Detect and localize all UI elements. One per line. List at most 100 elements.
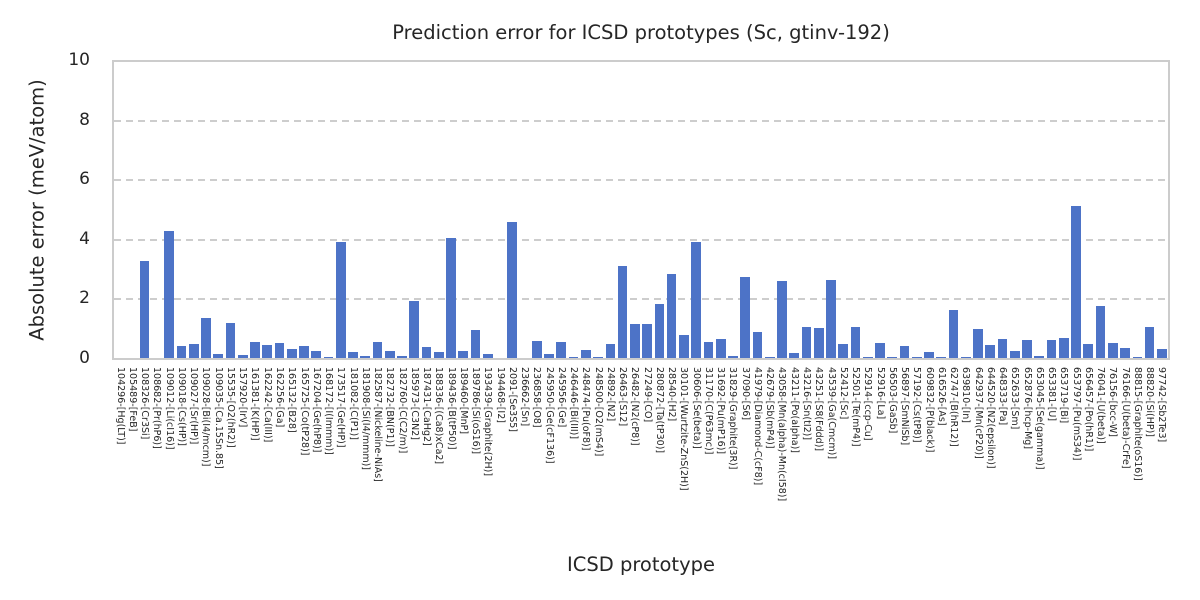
x-tick-label: 245950-[Ge(cF136)]: [543, 367, 555, 464]
bar: [1046, 340, 1057, 358]
x-tick-label: 168172-[I(Immm)]: [323, 367, 334, 455]
bar: [617, 265, 628, 358]
bar: [164, 230, 174, 358]
bar: [286, 348, 297, 358]
x-tick-label: 280872-[Ta(tP30)]: [653, 367, 665, 454]
x-tick-label: 189460-[MnP]: [457, 367, 469, 435]
x-tick-label: 62747-[B(hR12)]: [948, 367, 959, 447]
x-tick-label: 162256-[Ga]: [274, 367, 285, 428]
gridline-y2: [114, 298, 1168, 301]
x-tick-label: 182760-[C(C2/m)]: [396, 367, 408, 454]
x-tick-label: 43058-[Mn(alpha)-Mn(cI58)]: [776, 367, 788, 502]
bar: [397, 355, 407, 358]
x-tick-label: 26463-[S12]: [617, 367, 629, 427]
x-tick-label: 2091-[Se3S5]: [506, 367, 518, 433]
bar: [752, 332, 763, 358]
bar: [507, 221, 518, 358]
bar: [801, 327, 812, 358]
bar: [544, 353, 554, 358]
bar: [1034, 355, 1045, 358]
x-tick-label: 41979-[Diamond-C(cF8)]: [751, 367, 763, 486]
x-tick-label: 15535-[O2(hR2)]: [224, 367, 236, 448]
bar: [691, 241, 701, 358]
y-tick-label: 0: [79, 348, 90, 368]
x-tick-label: 182587-[Nickeline-NiAs]: [372, 367, 383, 482]
bar: [1132, 356, 1143, 358]
bar: [299, 346, 309, 358]
x-tick-label: 27249-[CO]: [641, 367, 653, 423]
x-tick-label: 236662-[Sn]: [519, 367, 531, 427]
bar: [838, 344, 849, 358]
bar: [764, 356, 775, 358]
x-tick-label: 109018-[Cs(HP)]: [175, 367, 187, 446]
x-tick-label: 236858-[O8]: [531, 367, 543, 428]
bar: [875, 342, 885, 358]
x-tick-label: 43539-[Ga(Cmcm)]: [825, 367, 837, 460]
bar: [1058, 337, 1069, 358]
bar: [139, 261, 150, 358]
bar: [531, 340, 542, 358]
bar: [924, 352, 934, 358]
bar: [188, 344, 199, 358]
x-tick-label: 248474-[Pu(oF8)]: [580, 367, 592, 451]
x-tick-label: 648333-[Pa]: [997, 367, 1008, 426]
bar: [593, 357, 603, 358]
plot-area: [112, 60, 1170, 360]
bar: [262, 345, 273, 358]
x-tick-label: 43251-[S8(Fddd)]: [813, 367, 825, 452]
bar: [1009, 350, 1020, 359]
x-tick-label: 189786-[Si(oS16)]: [470, 367, 481, 455]
bar: [213, 353, 224, 358]
x-tick-label: 189436-[B(tP50)]: [445, 367, 457, 450]
x-tick-label: 30101-[Wurtzite-ZnS(2H)]: [678, 367, 690, 491]
bar: [1095, 305, 1106, 358]
bar: [1107, 343, 1118, 358]
x-tick-label: 52916-[La]: [874, 367, 886, 420]
x-tick-label: 182732-[BN(P1)]: [384, 367, 396, 447]
bar: [446, 238, 456, 358]
x-tick-label: 188336-[(Ca8)xCa2]: [433, 367, 445, 465]
x-tick-label: 52412-[Sc]: [837, 367, 849, 420]
bar: [1071, 206, 1081, 358]
x-tick-label: 185973-[C3N2]: [408, 367, 420, 440]
bar: [1083, 344, 1094, 358]
bar: [274, 343, 285, 358]
gridline-y4: [114, 238, 1168, 241]
bar: [826, 279, 836, 358]
x-tick-label: 609832-[P(black)]: [923, 367, 935, 453]
x-tick-label: 162242-[Ca(III)]: [261, 367, 273, 443]
bar: [813, 327, 824, 358]
bar: [360, 355, 371, 358]
x-tick-label: 167204-[Ge(hP8)]: [310, 367, 322, 453]
x-tick-label: 642937-[Mn(cP20)]: [972, 367, 984, 459]
x-tick-label: 248500-[O2(mS4)]: [592, 367, 604, 457]
x-tick-label: 165132-[B28]: [286, 367, 298, 433]
bar: [335, 242, 346, 358]
x-tick-label: 31170-[C(P63mc)]: [702, 367, 714, 455]
bar: [850, 327, 861, 358]
bar: [997, 338, 1008, 358]
bar: [421, 346, 432, 358]
x-tick-label: 165725-[Co(tP28)]: [298, 367, 310, 456]
y-tick-label: 8: [79, 109, 90, 130]
x-tick-label: 644520-[N2(epsilon)]: [984, 367, 996, 469]
bar: [237, 354, 248, 358]
x-tick-label: 246446-[Bi(III)]: [568, 367, 580, 440]
bar: [973, 328, 983, 358]
x-tick-label: 109012-[Li(cI16)]: [163, 367, 175, 450]
x-tick-label: 76166-[U(beta)-CrFe]: [1119, 367, 1131, 469]
bar: [250, 341, 260, 358]
y-tick-label: 6: [79, 169, 90, 190]
x-tick-label: 652876-[hcp-Mg]: [1021, 367, 1033, 450]
bar: [703, 341, 714, 358]
y-tick-label: 4: [79, 228, 90, 249]
x-tick-label: 108682-[Pr(hP6)]: [151, 367, 163, 449]
bar: [666, 273, 677, 358]
x-tick-label: 656457-[Po(hR1)]: [1082, 367, 1094, 452]
bar: [568, 356, 579, 358]
x-tick-label: 24892-[N2]: [604, 367, 616, 422]
bar: [948, 309, 959, 358]
x-tick-label: 173517-[Ge(HP)]: [335, 367, 347, 448]
x-tick-label: 194468-[I2]: [494, 367, 506, 423]
x-tick-label: 88815-[Graphite(oS16)]: [1131, 367, 1143, 481]
